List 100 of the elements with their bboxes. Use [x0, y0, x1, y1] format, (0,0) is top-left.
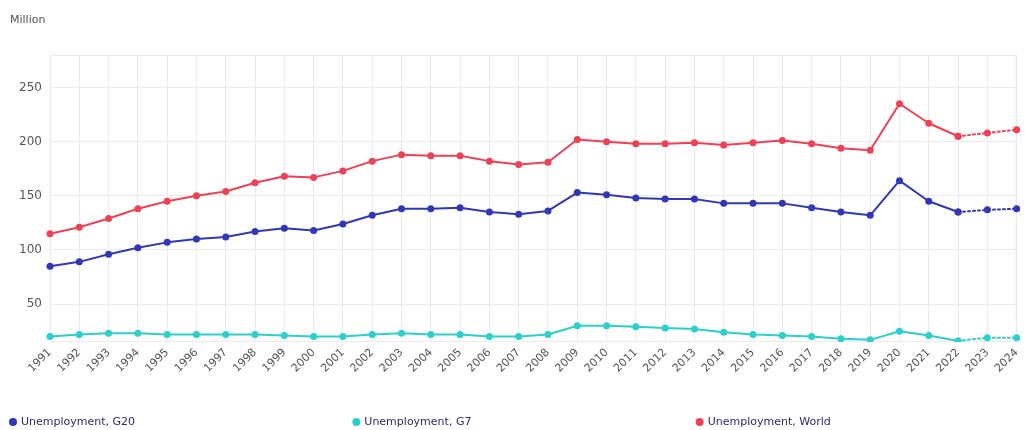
point	[954, 208, 962, 216]
y-tick-label: 150	[19, 187, 42, 202]
point	[925, 332, 933, 339]
point	[925, 119, 933, 127]
point	[339, 167, 347, 175]
point	[105, 215, 113, 223]
point	[251, 179, 259, 187]
point	[515, 210, 523, 218]
point	[456, 204, 464, 212]
point	[866, 146, 874, 154]
point	[690, 195, 698, 203]
point	[661, 195, 669, 203]
point	[368, 330, 376, 338]
point	[398, 205, 406, 213]
point	[192, 235, 200, 243]
point	[866, 336, 874, 342]
point	[427, 205, 435, 213]
point	[398, 329, 406, 337]
point	[310, 173, 318, 181]
point	[603, 138, 611, 146]
y-axis-title: Million	[10, 12, 46, 26]
point	[632, 194, 640, 202]
point	[632, 323, 640, 331]
point	[749, 330, 757, 338]
point	[163, 197, 171, 205]
point	[46, 262, 54, 270]
point	[690, 139, 698, 147]
point	[339, 220, 347, 228]
point	[280, 224, 288, 232]
point	[427, 152, 435, 160]
legend-label: Unemployment, G20	[21, 414, 136, 428]
point	[456, 330, 464, 338]
point	[866, 211, 874, 219]
y-tick-label: 200	[19, 133, 42, 148]
point	[75, 258, 83, 266]
point	[720, 328, 728, 336]
point	[983, 206, 991, 214]
point	[515, 333, 523, 341]
point	[573, 322, 581, 330]
point	[837, 144, 845, 152]
point	[983, 129, 991, 137]
point	[280, 172, 288, 180]
point	[690, 325, 698, 333]
point	[720, 199, 728, 207]
y-tick-label: 250	[19, 79, 42, 94]
point	[163, 238, 171, 246]
legend-label: Unemployment, World	[707, 414, 831, 428]
point	[368, 211, 376, 219]
point	[720, 141, 728, 149]
point	[808, 333, 816, 341]
point	[310, 226, 318, 234]
point	[573, 135, 581, 143]
point	[134, 205, 142, 213]
point	[105, 329, 113, 337]
point	[251, 228, 259, 236]
point	[573, 189, 581, 197]
point	[808, 204, 816, 212]
point	[1013, 334, 1021, 342]
point	[192, 192, 200, 200]
point	[75, 223, 83, 231]
point	[105, 250, 113, 258]
point	[1013, 126, 1021, 134]
point	[485, 157, 493, 165]
point	[485, 208, 493, 216]
point	[544, 330, 552, 338]
point	[368, 157, 376, 165]
point	[544, 158, 552, 166]
point	[339, 333, 347, 341]
point	[778, 332, 786, 339]
y-tick-label: 100	[19, 242, 42, 257]
point	[778, 199, 786, 207]
point	[251, 330, 259, 338]
point	[485, 333, 493, 341]
point	[134, 329, 142, 337]
point	[603, 322, 611, 330]
point	[837, 335, 845, 342]
point	[896, 177, 903, 185]
point	[544, 207, 552, 215]
point	[749, 199, 757, 207]
point	[222, 233, 230, 241]
point	[515, 160, 523, 168]
point	[46, 230, 54, 238]
point	[398, 151, 406, 159]
point	[1013, 205, 1021, 213]
point	[808, 140, 816, 148]
point	[837, 208, 845, 216]
y-tick-label: 50	[26, 296, 42, 311]
point	[661, 324, 669, 332]
point	[310, 333, 318, 341]
point	[456, 152, 464, 160]
point	[222, 187, 230, 195]
point	[896, 100, 903, 108]
point	[163, 330, 171, 338]
point	[954, 132, 962, 140]
point	[427, 330, 435, 338]
point	[778, 137, 786, 145]
point	[603, 191, 611, 199]
point	[925, 197, 933, 205]
point	[983, 334, 991, 342]
point	[749, 139, 757, 147]
